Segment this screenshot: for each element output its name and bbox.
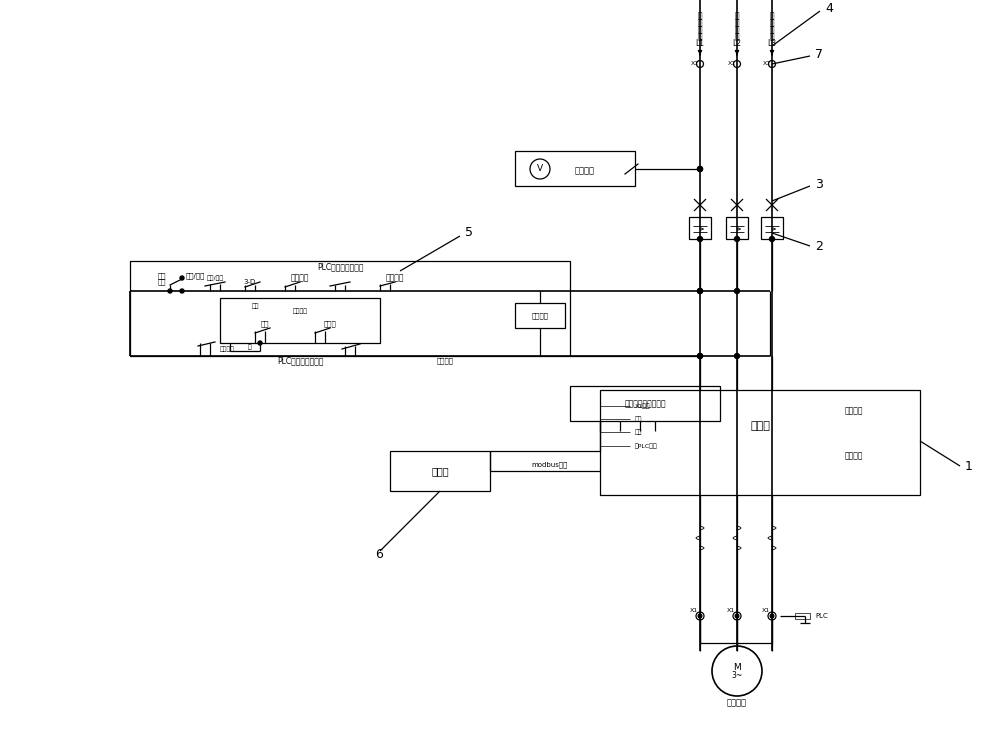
- Circle shape: [698, 289, 702, 294]
- Text: 输入电压: 输入电压: [845, 406, 864, 415]
- Circle shape: [168, 289, 172, 293]
- Circle shape: [180, 289, 184, 293]
- Circle shape: [698, 614, 702, 618]
- Text: X1公共: X1公共: [635, 404, 651, 409]
- Text: 正转: 正转: [635, 416, 642, 422]
- Text: 电机风机: 电机风机: [436, 357, 454, 364]
- Circle shape: [734, 289, 740, 294]
- Text: 电机风机: 电机风机: [532, 313, 548, 319]
- Text: X1: X1: [691, 61, 699, 67]
- Circle shape: [734, 237, 740, 241]
- Text: 机: 机: [698, 18, 702, 28]
- Text: 机: 机: [770, 32, 774, 42]
- Circle shape: [734, 354, 740, 358]
- Circle shape: [735, 614, 739, 618]
- Text: 5: 5: [465, 227, 473, 240]
- Text: 电: 电: [735, 12, 739, 20]
- Text: 7: 7: [815, 48, 823, 61]
- Text: V: V: [537, 164, 543, 173]
- Circle shape: [696, 612, 704, 620]
- Text: 电机风机: 电机风机: [292, 308, 308, 314]
- Text: X1: X1: [727, 607, 735, 613]
- Circle shape: [698, 167, 702, 172]
- Circle shape: [698, 354, 702, 358]
- Text: 风机电机: 风机电机: [727, 699, 747, 708]
- Text: 输出电机: 输出电机: [845, 452, 864, 461]
- Text: 风机过载: 风机过载: [386, 273, 404, 282]
- Bar: [726, 217, 748, 239]
- Bar: [390, 451, 490, 491]
- Text: 变频器: 变频器: [750, 421, 770, 431]
- Bar: [795, 613, 810, 619]
- Text: 机: 机: [735, 32, 739, 42]
- Text: L1: L1: [696, 39, 704, 48]
- Bar: [761, 217, 783, 239]
- Text: 3: 3: [815, 178, 823, 192]
- Circle shape: [770, 237, 774, 241]
- Text: 风: 风: [698, 26, 702, 34]
- Text: L2: L2: [732, 39, 742, 48]
- Text: PLC: PLC: [815, 613, 828, 619]
- Text: 电: 电: [698, 12, 702, 20]
- Text: 6: 6: [375, 548, 383, 561]
- Text: 3-D: 3-D: [244, 279, 256, 285]
- Circle shape: [258, 341, 262, 345]
- Text: X1: X1: [728, 61, 736, 67]
- Circle shape: [180, 276, 184, 280]
- Bar: [220, 298, 380, 343]
- Text: 进线电压: 进线电压: [575, 167, 595, 175]
- Text: 启动: 启动: [261, 321, 269, 327]
- Circle shape: [530, 159, 550, 179]
- Text: 机: 机: [735, 18, 739, 28]
- Circle shape: [698, 167, 702, 172]
- Text: 风: 风: [735, 26, 739, 34]
- Text: X1: X1: [762, 607, 770, 613]
- Bar: [515, 151, 635, 186]
- Text: 1: 1: [965, 461, 973, 474]
- Circle shape: [733, 612, 741, 620]
- Text: 本址: 本址: [158, 279, 166, 285]
- Bar: [570, 386, 720, 421]
- Circle shape: [770, 614, 774, 618]
- Text: M: M: [733, 664, 741, 673]
- Text: 电机风机: 电机风机: [220, 346, 235, 352]
- Circle shape: [734, 61, 740, 67]
- Text: 山: 山: [248, 344, 252, 350]
- Text: 风: 风: [770, 26, 774, 34]
- Text: PLC出来三台控制点: PLC出来三台控制点: [317, 262, 363, 271]
- Bar: [689, 217, 711, 239]
- Circle shape: [712, 646, 762, 696]
- Text: X1: X1: [690, 607, 698, 613]
- Text: 4: 4: [825, 2, 833, 15]
- Circle shape: [768, 61, 776, 67]
- Bar: [600, 390, 920, 495]
- Circle shape: [698, 354, 702, 358]
- Text: 接PLC通讯: 接PLC通讯: [635, 443, 658, 449]
- Text: L3: L3: [767, 39, 777, 48]
- Text: PLC出来三台控制点: PLC出来三台控制点: [277, 357, 323, 366]
- Text: 启动: 启动: [251, 303, 259, 308]
- Circle shape: [698, 289, 702, 294]
- Text: 反转: 反转: [635, 429, 642, 435]
- Circle shape: [696, 61, 704, 67]
- Text: 机: 机: [770, 18, 774, 28]
- Text: X1: X1: [763, 61, 771, 67]
- Bar: [130, 261, 570, 356]
- Circle shape: [768, 612, 776, 620]
- Text: 山停止: 山停止: [324, 321, 336, 327]
- Text: 远程/本址: 远程/本址: [206, 275, 224, 281]
- Text: 3~: 3~: [731, 670, 743, 680]
- Text: 上位机: 上位机: [431, 466, 449, 476]
- Text: 远程/本址: 远程/本址: [185, 273, 205, 279]
- Text: 现场控制柜（本址）: 现场控制柜（本址）: [624, 400, 666, 409]
- Text: 电: 电: [770, 12, 774, 20]
- Text: 启动风机: 启动风机: [291, 273, 309, 282]
- Text: 2: 2: [815, 240, 823, 254]
- Circle shape: [698, 237, 702, 241]
- Bar: [515, 303, 565, 328]
- Text: 机: 机: [698, 32, 702, 42]
- Text: modbus通讯: modbus通讯: [532, 462, 568, 469]
- Text: 远程: 远程: [158, 273, 166, 279]
